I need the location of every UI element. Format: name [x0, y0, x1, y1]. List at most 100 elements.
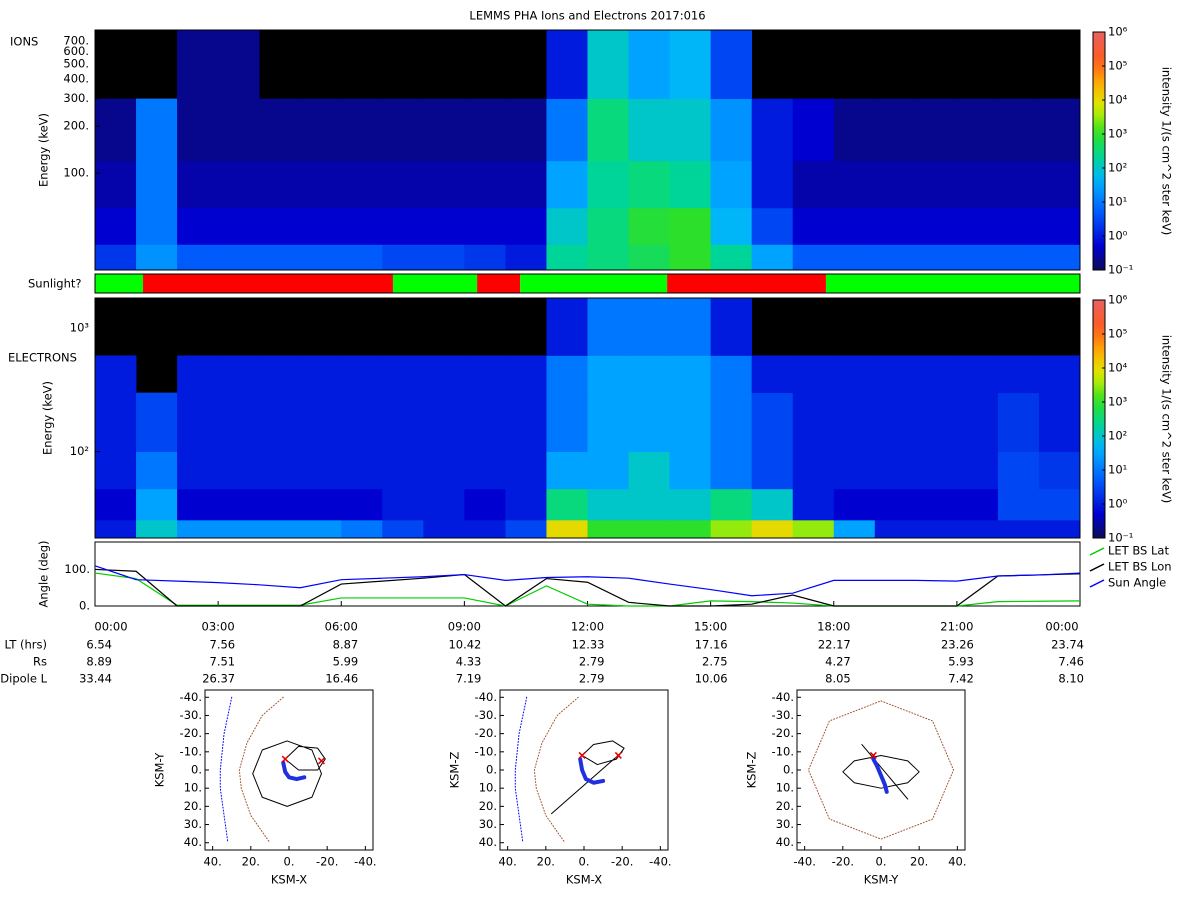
- heatmap-cell: [874, 355, 917, 394]
- heatmap-cell: [546, 98, 588, 162]
- orbit-path: [252, 740, 326, 807]
- legend-label: LET BS Lat: [1108, 544, 1169, 558]
- colorbar-tick-label: 10¹: [1108, 195, 1127, 209]
- heatmap-cell: [1038, 519, 1081, 539]
- table-cell: 4.33: [456, 655, 482, 669]
- heatmap-cell: [833, 207, 876, 245]
- heatmap-cell: [587, 30, 629, 100]
- heatmap-cell: [956, 519, 999, 539]
- heatmap-cell: [669, 98, 712, 162]
- marker-cross: [869, 751, 877, 759]
- heatmap-cell: [628, 98, 670, 162]
- heatmap-cell: [751, 488, 794, 521]
- heatmap-cell: [1038, 160, 1081, 209]
- colorbar-label: intensity 1/(s cm^2 ster keV): [1160, 335, 1174, 504]
- heatmap-cell: [997, 451, 1040, 490]
- heatmap-cell: [874, 160, 917, 209]
- heatmap-cell: [587, 451, 629, 490]
- y-tick-label: 0.: [783, 763, 794, 777]
- y-tick-label: -30.: [772, 708, 794, 722]
- heatmap-cell: [300, 451, 342, 490]
- y-axis-label: Angle (deg): [37, 540, 51, 607]
- legend-swatch: [1089, 547, 1105, 556]
- table-cell: 2.79: [579, 672, 605, 686]
- heatmap-cell: [669, 519, 712, 539]
- y-tick-label: -30.: [180, 708, 202, 722]
- heatmap-cell: [792, 207, 835, 245]
- heatmap-cell: [341, 98, 383, 162]
- y-tick-label: -40.: [475, 690, 497, 704]
- heatmap-cell: [956, 244, 999, 271]
- heatmap-cell: [505, 392, 547, 453]
- heatmap-cell: [915, 451, 958, 490]
- heatmap-cell: [751, 207, 794, 245]
- x-tick-label: 0.: [284, 855, 295, 869]
- heatmap-cell: [915, 98, 958, 162]
- y-tick-label: 0.: [191, 763, 202, 777]
- heatmap-cell: [382, 244, 424, 271]
- heatmap-cell: [382, 98, 424, 162]
- y-tick-label: 400.: [63, 72, 89, 86]
- heatmap-cell: [300, 160, 342, 209]
- heatmap-cell: [587, 488, 629, 521]
- heatmap-cell: [95, 160, 137, 209]
- heatmap-cell: [341, 392, 383, 453]
- heatmap-cell: [341, 207, 383, 245]
- heatmap-cell: [628, 160, 670, 209]
- heatmap-cell: [95, 207, 137, 245]
- position-marker: [578, 751, 586, 759]
- heatmap-cell: [218, 488, 260, 521]
- heatmap-cell: [669, 30, 712, 100]
- y-axis-label: KSM-Z: [448, 751, 462, 788]
- heatmap-cell: [259, 160, 301, 209]
- heatmap-cell: [792, 519, 835, 539]
- orbit-path: [219, 696, 233, 844]
- data-line: [94, 568, 1081, 607]
- x-tick-label: 18:00: [817, 620, 850, 634]
- heatmap-cell: [259, 355, 301, 394]
- heatmap-cell: [792, 392, 835, 453]
- table-cell: 2.75: [702, 655, 728, 669]
- heatmap-cell: [218, 30, 260, 100]
- heatmap-cell: [710, 207, 753, 245]
- plot-frame: [94, 541, 1081, 607]
- y-tick-label: -40.: [772, 690, 794, 704]
- heatmap-cell: [669, 244, 712, 271]
- y-tick-label: 20.: [776, 799, 794, 813]
- legend-label: LET BS Lon: [1108, 560, 1172, 574]
- heatmap-cell: [95, 392, 137, 453]
- heatmap-cell: [587, 355, 629, 394]
- heatmap-cell: [833, 244, 876, 271]
- heatmap-cell: [300, 355, 342, 394]
- y-tick-label: 500.: [63, 56, 89, 70]
- heatmap-cell: [628, 298, 670, 356]
- heatmap-cell: [792, 355, 835, 394]
- table-cell: 12.33: [572, 638, 605, 652]
- table-cell: 8.87: [333, 638, 359, 652]
- heatmap-cell: [546, 451, 588, 490]
- heatmap-cell: [423, 519, 465, 539]
- data-line: [94, 565, 1081, 597]
- orbit-path: [514, 696, 528, 844]
- heatmap-cell: [464, 392, 506, 453]
- heatmap-cell: [546, 355, 588, 394]
- x-tick-label: -40.: [649, 855, 671, 869]
- heatmap-cell: [997, 207, 1040, 245]
- heatmap-cell: [628, 488, 670, 521]
- heatmap-cell: [382, 207, 424, 245]
- heatmap-cell: [628, 355, 670, 394]
- heatmap-cell: [669, 488, 712, 521]
- heatmap-cell: [300, 392, 342, 453]
- heatmap-cell: [300, 488, 342, 521]
- heatmap-cell: [546, 30, 588, 100]
- table-cell: 10.06: [695, 672, 728, 686]
- heatmap-cell: [915, 207, 958, 245]
- heatmap-cell: [751, 98, 794, 162]
- orbit-path: [551, 740, 625, 815]
- colorbar-tick-label: 10⁰: [1108, 229, 1128, 243]
- heatmap-cell: [792, 488, 835, 521]
- panel-label: ELECTRONS: [8, 351, 77, 365]
- heatmap-cell: [464, 355, 506, 394]
- orbit-path: [238, 696, 284, 844]
